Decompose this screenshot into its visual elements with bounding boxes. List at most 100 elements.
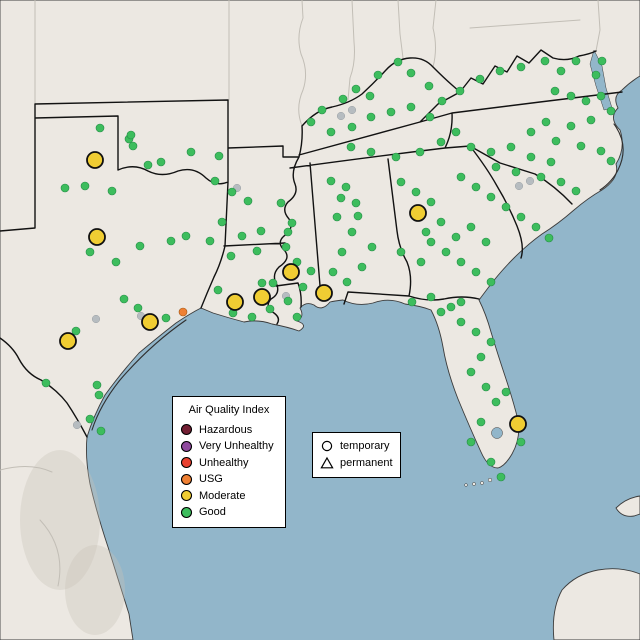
station-marker-good[interactable] — [501, 387, 511, 397]
station-marker-good[interactable] — [476, 352, 486, 362]
station-marker-good[interactable] — [247, 312, 257, 322]
station-marker-good[interactable] — [328, 267, 338, 277]
station-marker-good[interactable] — [411, 187, 421, 197]
station-marker-good[interactable] — [119, 294, 129, 304]
station-marker-good[interactable] — [456, 317, 466, 327]
station-marker-good[interactable] — [353, 211, 363, 221]
station-marker-good[interactable] — [306, 266, 316, 276]
station-marker-moderate[interactable] — [253, 288, 271, 306]
station-marker-good[interactable] — [456, 297, 466, 307]
station-marker-good[interactable] — [283, 296, 293, 306]
station-marker-moderate[interactable] — [409, 204, 427, 222]
station-marker-good[interactable] — [243, 196, 253, 206]
station-marker-good[interactable] — [326, 176, 336, 186]
station-marker-good[interactable] — [373, 70, 383, 80]
station-marker-moderate[interactable] — [282, 263, 300, 281]
station-marker-good[interactable] — [252, 246, 262, 256]
station-marker-good[interactable] — [396, 177, 406, 187]
station-marker-good[interactable] — [386, 107, 396, 117]
station-marker-good[interactable] — [571, 56, 581, 66]
station-marker-good[interactable] — [126, 130, 136, 140]
station-marker-good[interactable] — [426, 292, 436, 302]
station-marker-good[interactable] — [337, 247, 347, 257]
station-marker-good[interactable] — [332, 212, 342, 222]
station-marker-good[interactable] — [516, 212, 526, 222]
station-marker-good[interactable] — [336, 193, 346, 203]
station-marker-good[interactable] — [287, 218, 297, 228]
station-marker-good[interactable] — [541, 117, 551, 127]
station-marker-good[interactable] — [166, 236, 176, 246]
station-marker-good[interactable] — [556, 177, 566, 187]
station-marker-good[interactable] — [133, 303, 143, 313]
station-marker-good[interactable] — [540, 56, 550, 66]
station-marker-good[interactable] — [586, 115, 596, 125]
station-marker-good[interactable] — [606, 156, 616, 166]
station-marker-good[interactable] — [306, 117, 316, 127]
station-marker-good[interactable] — [506, 142, 516, 152]
station-marker-good[interactable] — [421, 227, 431, 237]
station-marker-good[interactable] — [466, 222, 476, 232]
station-marker-good[interactable] — [391, 152, 401, 162]
station-marker-missing[interactable] — [72, 420, 82, 430]
station-marker-good[interactable] — [346, 142, 356, 152]
station-marker-good[interactable] — [451, 232, 461, 242]
station-marker-good[interactable] — [342, 277, 352, 287]
station-marker-good[interactable] — [92, 380, 102, 390]
station-marker-good[interactable] — [393, 57, 403, 67]
station-marker-good[interactable] — [326, 127, 336, 137]
station-marker-good[interactable] — [566, 91, 576, 101]
station-marker-good[interactable] — [426, 197, 436, 207]
station-marker-good[interactable] — [441, 247, 451, 257]
station-marker-good[interactable] — [491, 397, 501, 407]
station-marker-good[interactable] — [556, 66, 566, 76]
station-marker-good[interactable] — [455, 86, 465, 96]
station-marker-good[interactable] — [276, 198, 286, 208]
station-marker-good[interactable] — [367, 242, 377, 252]
station-marker-good[interactable] — [481, 382, 491, 392]
station-marker-good[interactable] — [406, 68, 416, 78]
station-marker-missing[interactable] — [525, 176, 535, 186]
station-marker-good[interactable] — [606, 106, 616, 116]
station-marker-good[interactable] — [486, 147, 496, 157]
station-marker-missing[interactable] — [91, 314, 101, 324]
station-marker-good[interactable] — [317, 105, 327, 115]
station-marker-missing[interactable] — [514, 181, 524, 191]
station-marker-good[interactable] — [516, 437, 526, 447]
station-marker-good[interactable] — [596, 146, 606, 156]
station-marker-good[interactable] — [476, 417, 486, 427]
station-marker-good[interactable] — [456, 172, 466, 182]
station-marker-good[interactable] — [436, 137, 446, 147]
station-marker-good[interactable] — [366, 112, 376, 122]
station-marker-good[interactable] — [581, 96, 591, 106]
station-marker-good[interactable] — [456, 257, 466, 267]
station-marker-good[interactable] — [186, 147, 196, 157]
station-marker-good[interactable] — [486, 337, 496, 347]
station-marker-moderate[interactable] — [86, 151, 104, 169]
station-marker-good[interactable] — [237, 231, 247, 241]
station-marker-good[interactable] — [437, 96, 447, 106]
station-marker-good[interactable] — [415, 147, 425, 157]
station-marker-good[interactable] — [365, 91, 375, 101]
station-marker-good[interactable] — [226, 251, 236, 261]
station-marker-moderate[interactable] — [88, 228, 106, 246]
station-marker-good[interactable] — [281, 242, 291, 252]
station-marker-good[interactable] — [396, 247, 406, 257]
station-marker-good[interactable] — [466, 142, 476, 152]
station-marker-good[interactable] — [406, 102, 416, 112]
station-marker-good[interactable] — [96, 426, 106, 436]
station-marker-good[interactable] — [571, 186, 581, 196]
station-marker-good[interactable] — [436, 307, 446, 317]
station-marker-good[interactable] — [265, 304, 275, 314]
station-marker-moderate[interactable] — [315, 284, 333, 302]
station-marker-good[interactable] — [426, 237, 436, 247]
station-marker-good[interactable] — [481, 237, 491, 247]
station-marker-good[interactable] — [80, 181, 90, 191]
station-marker-good[interactable] — [268, 278, 278, 288]
station-marker-good[interactable] — [85, 414, 95, 424]
station-marker-good[interactable] — [41, 378, 51, 388]
station-marker-good[interactable] — [94, 390, 104, 400]
station-marker-usg[interactable] — [178, 307, 188, 317]
station-marker-missing[interactable] — [336, 111, 346, 121]
station-marker-moderate[interactable] — [226, 293, 244, 311]
station-marker-good[interactable] — [416, 257, 426, 267]
